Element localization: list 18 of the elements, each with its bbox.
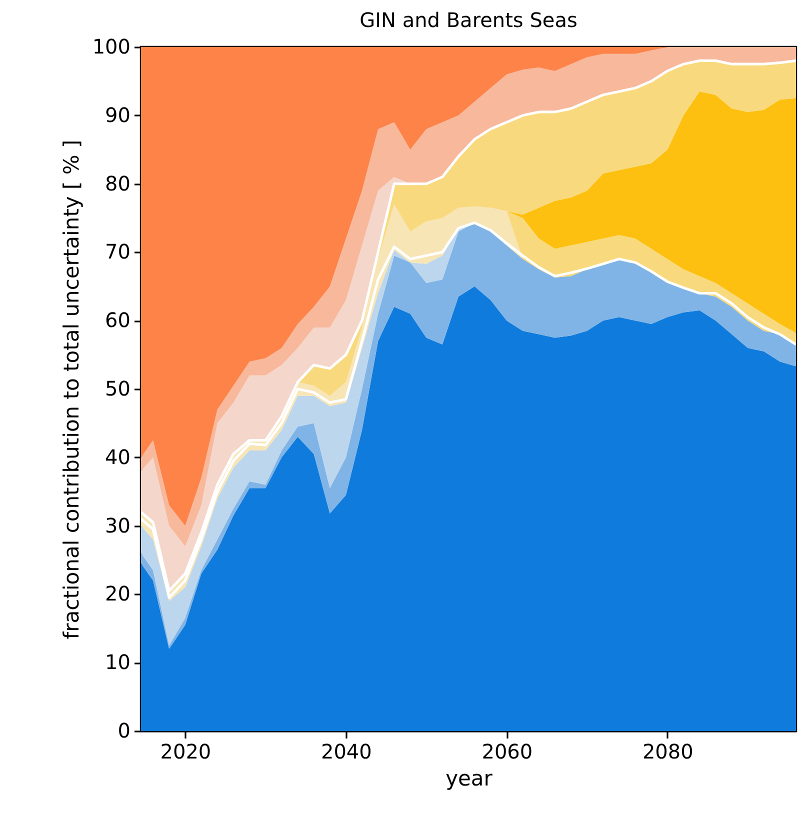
y-tick-label: 30 bbox=[105, 513, 130, 538]
y-tick-label: 50 bbox=[105, 376, 130, 400]
chart-title: GIN and Barents Seas bbox=[360, 8, 578, 32]
x-axis-title: year bbox=[446, 766, 493, 790]
y-tick-label: 70 bbox=[105, 240, 130, 264]
y-tick-label: 100 bbox=[92, 34, 130, 58]
x-tick-label: 2080 bbox=[642, 740, 694, 764]
y-tick-label: 80 bbox=[105, 171, 130, 196]
y-tick-label: 40 bbox=[105, 444, 130, 469]
y-tick-label: 20 bbox=[105, 582, 130, 606]
x-tick-label: 2020 bbox=[160, 740, 212, 764]
y-tick-label: 0 bbox=[118, 718, 130, 742]
y-tick-label: 10 bbox=[105, 650, 130, 674]
x-tick-label: 2040 bbox=[320, 740, 372, 764]
x-tick-label: 2060 bbox=[482, 740, 533, 764]
y-tick-label: 90 bbox=[105, 102, 130, 127]
y-axis-title: fractional contribution to total uncertainty [ % ] bbox=[59, 140, 84, 640]
y-tick-label: 60 bbox=[105, 308, 130, 332]
